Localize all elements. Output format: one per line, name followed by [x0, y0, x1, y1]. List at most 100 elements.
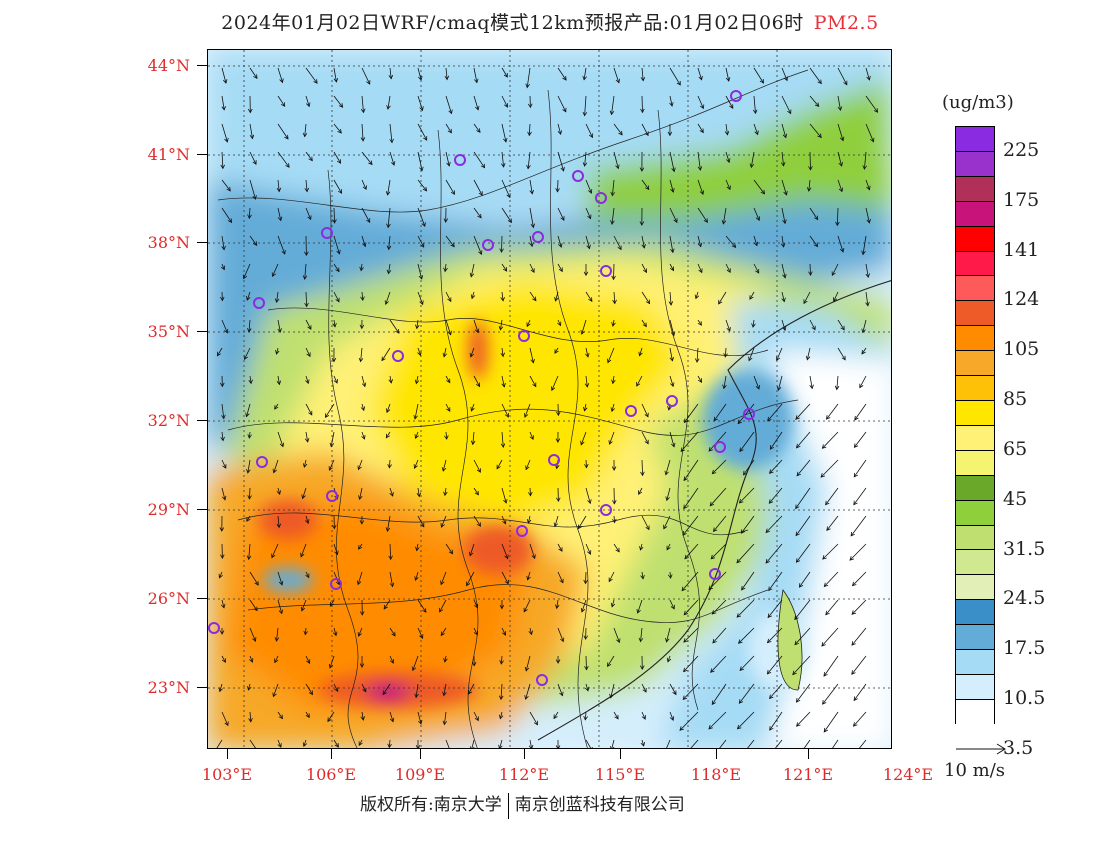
- wind-arrow: [305, 95, 310, 107]
- wind-arrow: [824, 571, 839, 587]
- wind-arrow: [837, 347, 846, 361]
- wind-arrow: [361, 431, 365, 440]
- lon-label-106: 106°E: [305, 765, 357, 784]
- wind-arrow: [669, 95, 673, 107]
- wind-arrow-head: [478, 191, 483, 197]
- wind-arrow-head: [526, 164, 531, 170]
- wind-arrow-head: [386, 269, 392, 275]
- wind-arrow-head: [865, 273, 870, 279]
- lon-label-103: 103°E: [201, 765, 253, 784]
- wind-arrow: [277, 375, 280, 385]
- wind-arrow: [809, 151, 811, 170]
- wind-arrow-head: [739, 666, 745, 672]
- wind-arrow-head: [474, 716, 479, 722]
- wind-arrow: [501, 151, 504, 167]
- wind-arrow-head: [582, 75, 587, 81]
- wind-arrow: [221, 207, 232, 223]
- wind-arrow-head: [808, 271, 813, 277]
- wind-arrow: [358, 459, 363, 470]
- wind-arrow-head: [636, 381, 641, 387]
- wind-arrow-head: [500, 443, 506, 449]
- wind-arrow: [499, 739, 503, 748]
- lat-label-38: 38°N: [147, 233, 190, 252]
- wind-arrow-head: [663, 524, 668, 530]
- wind-arrow: [501, 487, 507, 504]
- wind-arrow: [501, 67, 508, 78]
- wind-arrow: [300, 543, 307, 557]
- wind-arrow-head: [281, 102, 286, 107]
- wind-arrow: [585, 375, 588, 387]
- wind-arrow-head: [670, 248, 675, 254]
- wind-arrow-head: [640, 741, 645, 747]
- wind-arrow: [777, 375, 783, 391]
- color-bar-segment: [956, 600, 994, 626]
- wind-arrow: [248, 207, 251, 219]
- wind-arrow-head: [338, 103, 344, 108]
- wind-arrow: [832, 739, 839, 748]
- wind-arrow-head: [532, 382, 537, 388]
- wind-arrow-head: [553, 714, 558, 720]
- wind-arrow: [683, 627, 699, 643]
- wind-arrow-head: [584, 686, 590, 692]
- wind-arrow: [525, 459, 531, 470]
- wind-arrow: [679, 711, 699, 731]
- wind-arrow-head: [447, 330, 452, 336]
- wind-arrow: [249, 711, 252, 722]
- wind-arrow-head: [672, 690, 677, 696]
- wind-arrow-head: [507, 218, 512, 224]
- lon-label-121: 121°E: [782, 765, 834, 784]
- wind-arrow: [277, 179, 280, 192]
- wind-arrow-head: [306, 659, 311, 664]
- wind-arrow-head: [391, 631, 396, 637]
- lat-tick: [197, 687, 207, 688]
- wind-arrow-head: [711, 469, 717, 475]
- wind-arrow: [669, 571, 671, 579]
- wind-arrow-head: [588, 189, 593, 194]
- wind-arrow: [669, 291, 672, 306]
- wind-arrow-head: [831, 271, 836, 277]
- wind-arrow-head: [357, 632, 362, 637]
- wind-arrow: [613, 123, 623, 136]
- wind-arrow-head: [722, 384, 727, 390]
- wind-arrow: [831, 263, 839, 276]
- wind-arrow: [697, 123, 704, 133]
- wind-arrow: [809, 263, 811, 276]
- wind-arrow: [554, 515, 559, 527]
- wind-arrow: [415, 571, 419, 581]
- wind-arrow-head: [837, 106, 843, 112]
- wind-arrow: [853, 487, 867, 505]
- wind-arrow-head: [765, 558, 770, 564]
- wind-arrow-head: [638, 351, 643, 357]
- wind-arrow-head: [740, 529, 746, 534]
- wind-arrow: [386, 403, 391, 413]
- wind-arrow-head: [358, 545, 363, 550]
- wind-arrow-head: [709, 501, 715, 507]
- wind-arrow-head: [644, 439, 649, 445]
- color-bar-label: 124: [1003, 288, 1040, 311]
- lon-label-112: 112°E: [498, 765, 550, 784]
- wind-arrow: [473, 179, 483, 196]
- wind-arrow: [557, 543, 563, 552]
- wind-arrow: [725, 67, 730, 82]
- wind-arrow-head: [792, 670, 797, 676]
- wind-arrow: [837, 235, 844, 253]
- wind-arrow: [613, 235, 622, 250]
- wind-arrow: [682, 683, 699, 700]
- wind-arrow: [669, 319, 675, 336]
- wind-arrow-head: [529, 189, 534, 195]
- wind-arrow: [243, 263, 251, 279]
- map-panel[interactable]: [207, 49, 892, 749]
- wind-arrow: [585, 543, 591, 555]
- wind-arrow: [862, 235, 867, 255]
- wind-arrow-head: [699, 128, 704, 134]
- wind-arrow-head: [794, 640, 799, 646]
- wind-arrow: [277, 571, 283, 586]
- wind-arrow: [417, 263, 423, 280]
- wind-arrow-head: [712, 527, 718, 533]
- lon-tick: [524, 749, 525, 759]
- wind-arrow-head: [221, 658, 226, 663]
- wind-arrow-head: [781, 297, 786, 303]
- wind-arrow-head: [308, 690, 313, 696]
- wind-arrow-head: [809, 384, 814, 390]
- wind-arrow-head: [873, 108, 879, 113]
